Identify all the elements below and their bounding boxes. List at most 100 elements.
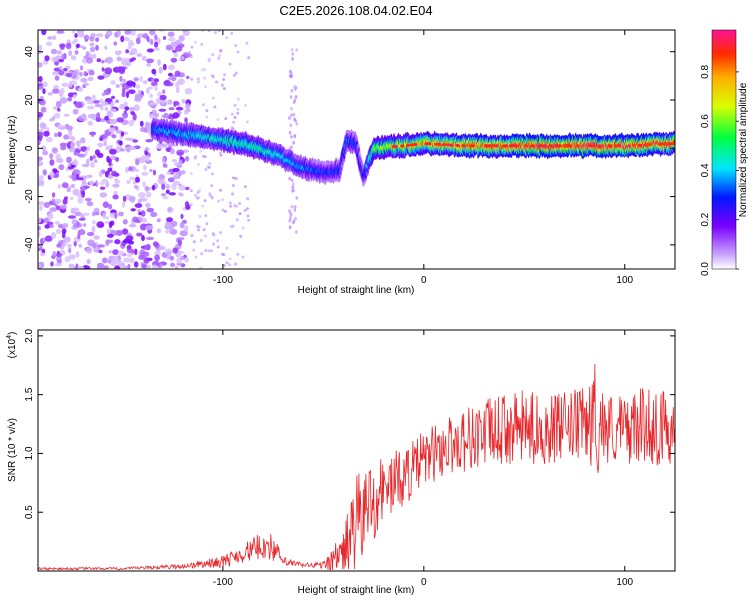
- heatmap-cell: [39, 99, 46, 106]
- heatmap-cell: [142, 164, 147, 171]
- heatmap-cell: [147, 86, 154, 90]
- heatmap-cell: [102, 265, 109, 269]
- heatmap-cell: [141, 217, 148, 223]
- heatmap-cell: [230, 31, 234, 35]
- heatmap-cell: [289, 95, 293, 99]
- heatmap-cell: [212, 242, 215, 246]
- heatmap-cell: [68, 147, 76, 153]
- heatmap-cell: [190, 234, 194, 238]
- heatmap-cell: [73, 151, 80, 156]
- heatmap-cell: [77, 266, 85, 269]
- heatmap-cell: [564, 144, 568, 148]
- heatmap-cell: [232, 120, 236, 124]
- heatmap-cell: [182, 30, 188, 33]
- heatmap-cell: [188, 50, 192, 54]
- heatmap-cell: [82, 212, 90, 216]
- heatmap-cell: [204, 214, 208, 218]
- heatmap-cell: [38, 225, 41, 231]
- heatmap-cell: [567, 144, 572, 148]
- heatmap-cell: [96, 112, 101, 119]
- heatmap-cell: [108, 127, 116, 133]
- heatmap-cell: [234, 71, 238, 75]
- y-tick-label: 1.0: [24, 446, 35, 460]
- heatmap-cell: [193, 156, 197, 160]
- heatmap-cell: [295, 196, 299, 200]
- heatmap-cell: [145, 202, 151, 208]
- heatmap-cell: [61, 82, 70, 88]
- heatmap-cell: [87, 200, 91, 206]
- heatmap-cell: [502, 144, 507, 148]
- heatmap-cell: [88, 180, 95, 186]
- heatmap-cell: [125, 235, 134, 242]
- heatmap-cell: [80, 77, 88, 83]
- heatmap-cell: [72, 94, 77, 99]
- heatmap-cell: [71, 30, 75, 34]
- heatmap-cell: [55, 253, 63, 258]
- heatmap-cell: [175, 86, 180, 94]
- heatmap-cell: [105, 56, 114, 64]
- heatmap-cell: [158, 108, 167, 112]
- heatmap-cell: [123, 265, 128, 269]
- heatmap-cell: [122, 87, 126, 93]
- heatmap-cell: [175, 81, 180, 88]
- heatmap-cell: [38, 135, 43, 142]
- heatmap-cell: [236, 97, 240, 101]
- heatmap-cell: [38, 62, 43, 68]
- heatmap-cell: [129, 51, 134, 56]
- heatmap-cell: [121, 228, 128, 235]
- heatmap-cell: [427, 142, 432, 146]
- heatmap-cell: [199, 149, 203, 153]
- heatmap-cell: [43, 217, 50, 224]
- heatmap-cell: [220, 83, 224, 87]
- heatmap-cell: [63, 236, 71, 243]
- heatmap-cell: [56, 30, 65, 34]
- heatmap-cell: [96, 58, 102, 63]
- heatmap-cell: [38, 263, 41, 269]
- heatmap-cell: [70, 141, 76, 149]
- heatmap-cell: [140, 223, 147, 231]
- heatmap-cell: [154, 34, 158, 40]
- heatmap-cell: [134, 219, 141, 223]
- heatmap-cell: [126, 248, 135, 254]
- heatmap-cell: [101, 92, 106, 97]
- heatmap-cell: [137, 33, 144, 39]
- heatmap-cell: [245, 120, 249, 124]
- heatmap-cell: [73, 240, 77, 247]
- heatmap-cell: [140, 197, 148, 202]
- heatmap-cell: [107, 167, 113, 172]
- y-tick-label: 1.5: [24, 387, 35, 401]
- heatmap-cell: [146, 58, 155, 64]
- heatmap-cell: [461, 144, 466, 148]
- heatmap-cell: [101, 101, 109, 107]
- heatmap-cell: [234, 177, 238, 180]
- heatmap-cell: [153, 113, 160, 118]
- x-tick-label: 100: [616, 577, 633, 588]
- heatmap-cell: [236, 252, 240, 256]
- heatmap-cell: [92, 53, 97, 59]
- heatmap-cell: [57, 124, 61, 130]
- heatmap-cell: [290, 178, 294, 183]
- snr-ticks: -100 0 100 0.5 1.0 1.5 2.0: [24, 328, 675, 588]
- heatmap-cell: [134, 203, 143, 209]
- heatmap-cell: [200, 252, 204, 256]
- heatmap-cell: [59, 43, 66, 48]
- heatmap-cell: [222, 87, 226, 91]
- heatmap-cell: [234, 44, 238, 47]
- heatmap-cell: [38, 201, 45, 206]
- heatmap-cell: [194, 193, 198, 197]
- heatmap-cell: [106, 233, 114, 238]
- heatmap-cell: [219, 151, 222, 155]
- heatmap-cell: [124, 30, 132, 35]
- heatmap-cell: [76, 192, 82, 198]
- heatmap-cell: [208, 192, 212, 196]
- heatmap-cell: [98, 249, 103, 254]
- heatmap-cell: [122, 78, 126, 83]
- heatmap-cell: [180, 255, 185, 261]
- heatmap-cell: [114, 265, 121, 269]
- heatmap-cell: [177, 170, 182, 175]
- heatmap-cell: [204, 249, 208, 252]
- heatmap-cell: [71, 219, 78, 225]
- heatmap-cell: [145, 159, 153, 164]
- heatmap-cell: [211, 96, 215, 100]
- heatmap-cell: [110, 155, 117, 160]
